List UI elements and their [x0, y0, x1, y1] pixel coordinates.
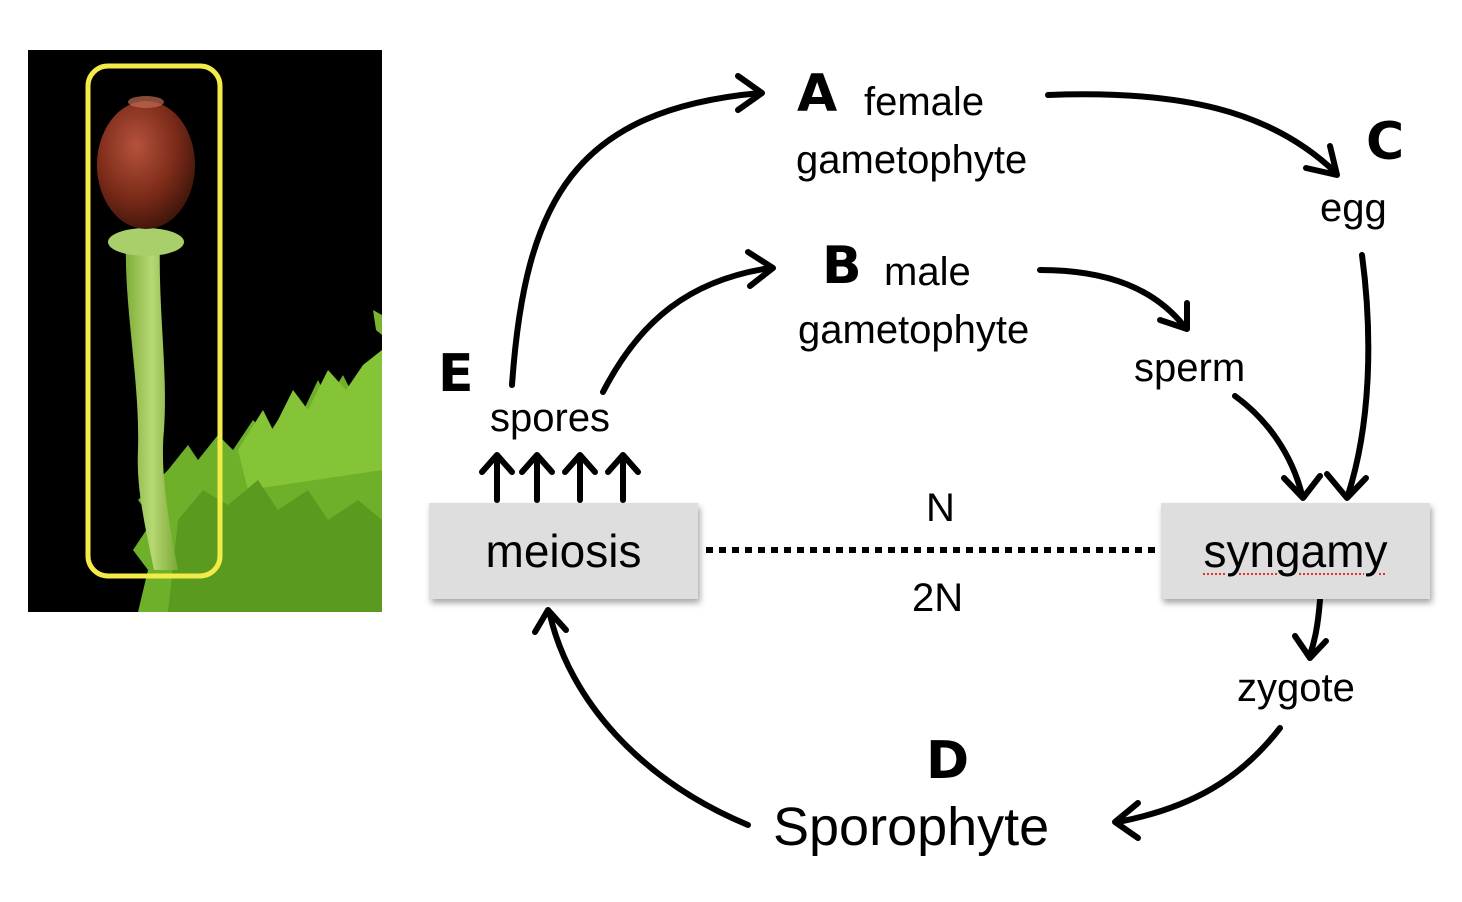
capsule	[97, 101, 195, 229]
arrow-spores-to-female	[509, 90, 763, 388]
letter-a: A	[797, 64, 838, 124]
syngamy-label: syngamy	[1203, 525, 1388, 577]
meiosis-box: meiosis	[429, 503, 698, 599]
arrow-syngamy-to-zygote	[1307, 597, 1323, 658]
sporophyte-label: Sporophyte	[773, 797, 1050, 857]
arrow-egg-to-syngamy	[1345, 252, 1372, 498]
letter-e: E	[438, 344, 474, 404]
arrow-sporophyte-to-meiosis	[547, 612, 751, 828]
female-gametophyte-label: gametophyte	[796, 138, 1028, 182]
seta	[125, 240, 178, 570]
arrow-zygote-to-sporophyte	[1115, 725, 1283, 825]
zygote-label: zygote	[1237, 666, 1355, 710]
highlight-frame	[85, 63, 223, 579]
diploid-2n-label: 2N	[912, 576, 964, 620]
letter-b: B	[822, 236, 862, 296]
arrow-female-to-egg	[1045, 91, 1338, 175]
arrows-meiosis-to-spores	[479, 452, 641, 503]
arrow-sperm-to-syngamy	[1232, 393, 1305, 498]
moss-sporophyte-photo	[28, 50, 382, 612]
egg-label: egg	[1320, 186, 1387, 230]
syngamy-box: syngamy	[1161, 503, 1430, 599]
letter-d: D	[926, 731, 970, 791]
male-label: male	[884, 250, 971, 294]
arrow-spores-to-male	[600, 265, 773, 395]
leafy-gametophyte	[133, 310, 382, 612]
arrow-male-to-sperm	[1037, 267, 1187, 329]
meiosis-label: meiosis	[485, 525, 642, 577]
male-gametophyte-label: gametophyte	[798, 308, 1030, 352]
sperm-label: sperm	[1134, 346, 1246, 390]
spores-label: spores	[490, 396, 611, 440]
female-label: female	[864, 80, 985, 124]
haploid-n-label: N	[926, 486, 955, 530]
letter-c: C	[1366, 112, 1405, 172]
